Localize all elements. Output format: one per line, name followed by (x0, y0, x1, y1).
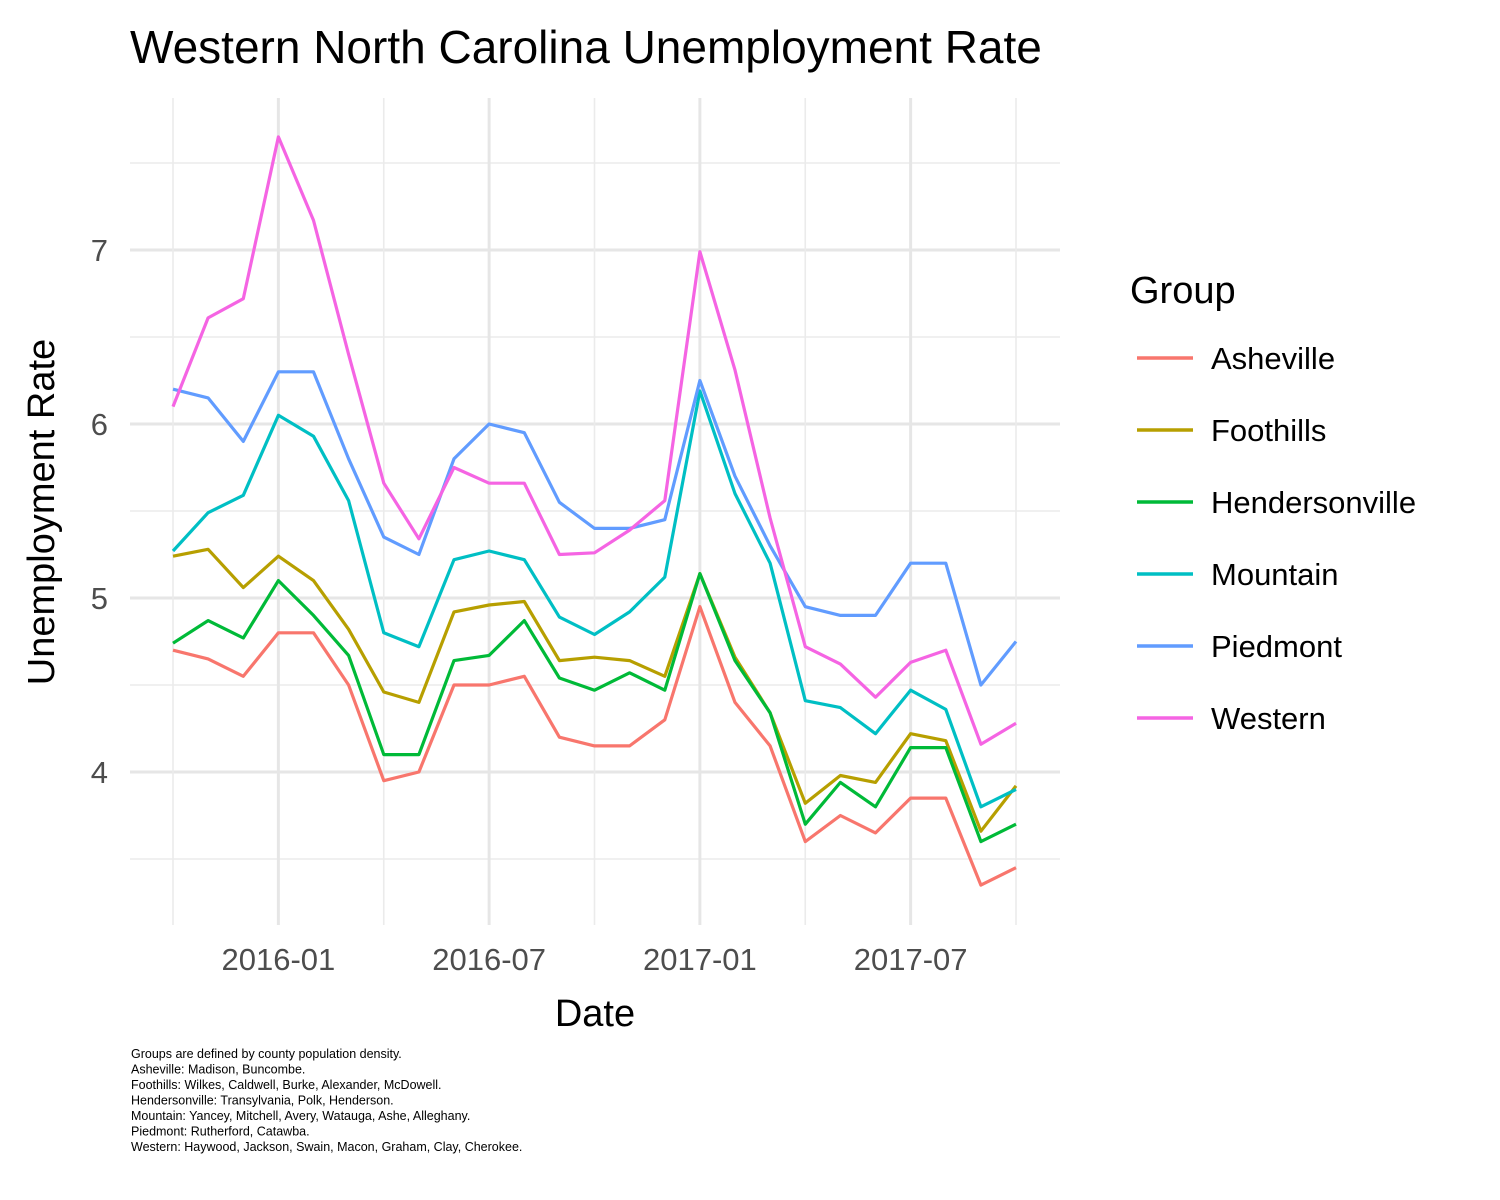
x-tick-label: 2016-07 (432, 942, 546, 977)
legend-label-western: Western (1211, 701, 1326, 736)
series-line-mountain (171, 389, 1017, 809)
grid (130, 98, 1060, 925)
caption-line: Mountain: Yancey, Mitchell, Avery, Watau… (131, 1109, 470, 1123)
chart-title: Western North Carolina Unemployment Rate (130, 21, 1042, 73)
legend-title: Group (1130, 270, 1236, 312)
caption-line: Hendersonville: Transylvania, Polk, Hend… (131, 1094, 394, 1108)
x-tick-label: 2017-01 (643, 942, 757, 977)
y-tick-label: 5 (91, 581, 108, 616)
series-line-asheville (172, 605, 1017, 887)
series-line-hendersonville (172, 571, 1017, 844)
legend: Group Asheville Foothills Hendersonville Mo… (1130, 270, 1416, 736)
y-tick-label: 4 (91, 755, 108, 790)
legend-label-foothills: Foothills (1211, 413, 1326, 448)
series-line-foothills (172, 547, 1018, 833)
caption-line: Groups are defined by county population … (131, 1047, 402, 1061)
caption-line: Piedmont: Rutherford, Catawba. (131, 1125, 310, 1139)
series-line-western (171, 135, 1017, 746)
legend-label-asheville: Asheville (1211, 341, 1335, 376)
legend-label-mountain: Mountain (1211, 557, 1339, 592)
x-axis-ticks: 2016-01 2016-07 2017-01 2017-07 (221, 942, 967, 977)
caption-line: Foothills: Wilkes, Caldwell, Burke, Alex… (131, 1078, 442, 1092)
y-axis-ticks: 4 5 6 7 (91, 233, 108, 790)
y-tick-label: 7 (91, 233, 108, 268)
series-lines (171, 135, 1018, 887)
legend-items: Asheville Foothills Hendersonville Mountain… (1137, 341, 1416, 736)
caption-line: Western: Haywood, Jackson, Swain, Macon,… (131, 1140, 522, 1154)
legend-label-hendersonville: Hendersonville (1211, 485, 1416, 520)
series-line-piedmont (172, 370, 1018, 687)
caption: Groups are defined by county population … (131, 1047, 522, 1154)
y-tick-label: 6 (91, 407, 108, 442)
legend-label-piedmont: Piedmont (1211, 629, 1342, 664)
y-axis-title: Unemployment Rate (21, 339, 63, 685)
x-tick-label: 2017-07 (854, 942, 968, 977)
x-axis-title: Date (555, 993, 635, 1035)
caption-line: Asheville: Madison, Buncombe. (131, 1063, 305, 1077)
x-tick-label: 2016-01 (221, 942, 335, 977)
